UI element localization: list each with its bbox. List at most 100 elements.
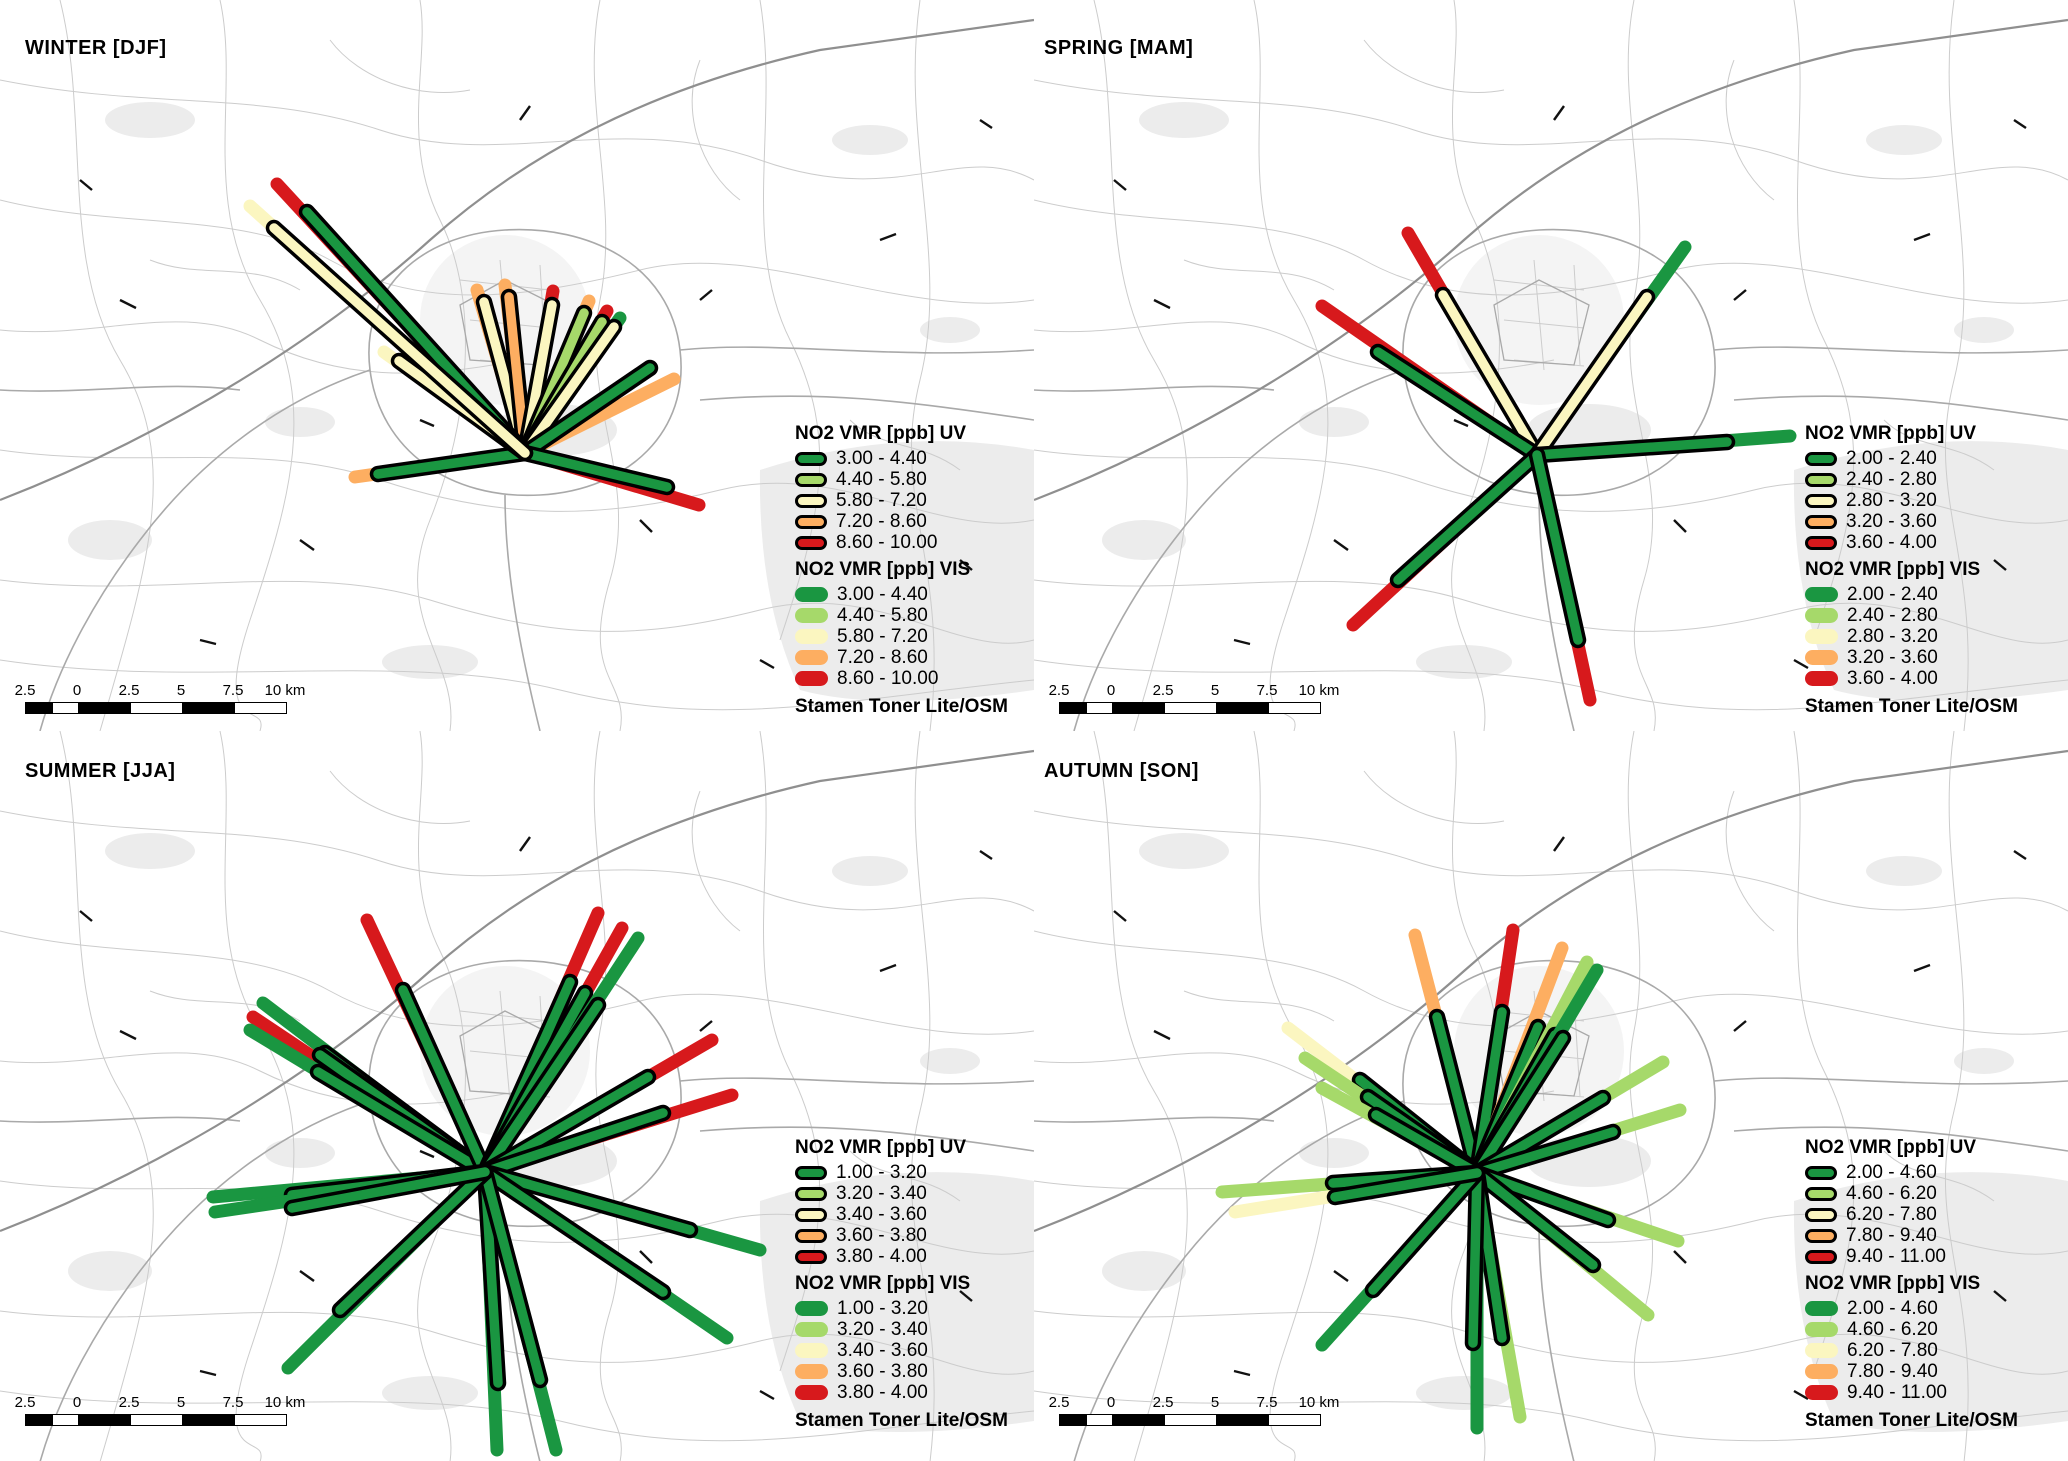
spoke-uv-segment (480, 1167, 695, 1235)
scale-label: 0 (1106, 1394, 1116, 1411)
spoke-uv-segment (1532, 450, 1583, 645)
legend-range-label: 3.80 - 4.00 (837, 1382, 928, 1403)
legend-color-swatch (1805, 629, 1838, 644)
legend-uv-title: NO2 VMR [ppb] UV (795, 1137, 966, 1158)
legend-entry: 5.80 - 7.20 (795, 626, 1034, 647)
panel-spring: SPRING [MAM] NO2 VMR [ppb] UV 2.00 - 2.4… (1034, 0, 2068, 731)
legend-color-swatch (795, 1343, 828, 1358)
legend-color-swatch (795, 535, 827, 550)
legend-uv-rows: 2.00 - 2.40 2.40 - 2.80 2.80 - 3.20 3.20 - … (1805, 448, 2045, 553)
legend-uv-title: NO2 VMR [ppb] UV (1805, 423, 1976, 444)
legend-entry: 9.40 - 11.00 (1805, 1246, 2045, 1267)
legend-range-label: 2.00 - 2.40 (1847, 584, 1938, 605)
legend-range-label: 3.20 - 3.60 (1846, 511, 1937, 532)
legend-color-swatch (1805, 587, 1838, 602)
legend-vis-rows: 2.00 - 2.40 2.40 - 2.80 2.80 - 3.20 3.20 - … (1805, 584, 2045, 689)
legend-entry: 5.80 - 7.20 (795, 490, 1034, 511)
legend-entry: 7.20 - 8.60 (795, 647, 1034, 668)
scale-segment (78, 703, 130, 713)
legend-uv-title: NO2 VMR [ppb] UV (1805, 1137, 1976, 1158)
legend-range-label: 3.20 - 3.40 (837, 1319, 928, 1340)
legend-color-swatch (795, 1364, 828, 1379)
panel-title: SUMMER [JJA] (25, 759, 176, 782)
scale-label: 2.5 (118, 682, 140, 699)
legend-entry: 8.60 - 10.00 (795, 532, 1034, 553)
spoke-uv-segment (1373, 347, 1542, 460)
legend-range-label: 8.60 - 10.00 (837, 668, 939, 689)
panel-winter: WINTER [DJF] NO2 VMR [ppb] UV 3.00 - 4.4… (0, 0, 1034, 731)
legend-vis-title: NO2 VMR [ppb] VIS (1805, 559, 1981, 580)
legend-color-swatch (795, 608, 828, 623)
legend-range-label: 7.20 - 8.60 (836, 511, 927, 532)
spoke-uv-segment (1472, 1033, 1568, 1178)
legend-range-label: 7.80 - 9.40 (1846, 1225, 1937, 1246)
legend-range-label: 4.60 - 6.20 (1846, 1183, 1937, 1204)
legend-range-label: 3.40 - 3.60 (837, 1340, 928, 1361)
scale-segment (130, 703, 182, 713)
legend-range-label: 3.60 - 4.00 (1846, 532, 1937, 553)
legend-entry: 2.00 - 4.60 (1805, 1162, 2045, 1183)
scale-segment (1060, 1415, 1086, 1425)
legend-color-swatch (795, 671, 828, 686)
scale-segment (51, 703, 78, 713)
legend-range-label: 4.40 - 5.80 (836, 469, 927, 490)
spoke-uv-segment (1472, 1127, 1618, 1178)
scale-label: 2.5 (1152, 1394, 1174, 1411)
legend-entry: 3.40 - 3.60 (795, 1340, 1034, 1361)
scale-segment (234, 1415, 286, 1425)
legend-color-swatch (795, 472, 827, 487)
legend-color-swatch (795, 493, 827, 508)
scale-label: 7.5 (1256, 682, 1278, 699)
legend-entry: 4.60 - 6.20 (1805, 1319, 2045, 1340)
spoke-uv-segment (1432, 1012, 1482, 1178)
scale-bar-labels: 2.5 0 2.5 5 7.5 10 km (15, 1394, 325, 1411)
scale-label: 2.5 (1048, 1394, 1070, 1411)
legend-range-label: 3.60 - 3.80 (837, 1361, 928, 1382)
legend-color-swatch (795, 1322, 828, 1337)
legend: NO2 VMR [ppb] UV 2.00 - 4.60 4.60 - 6.20 6… (1805, 1138, 2045, 1430)
spoke-uv-segment (398, 985, 490, 1177)
scale-label: 2.5 (118, 1394, 140, 1411)
panel-autumn: AUTUMN [SON] NO2 VMR [ppb] UV 2.00 - 4.6… (1034, 731, 2068, 1461)
legend-range-label: 3.80 - 4.00 (836, 1246, 927, 1267)
map-attribution: Stamen Toner Lite/OSM (1805, 696, 2018, 717)
scale-label: 7.5 (222, 682, 244, 699)
scale-segment (234, 703, 286, 713)
legend-entry: 2.80 - 3.20 (1805, 490, 2045, 511)
panel-summer: SUMMER [JJA] NO2 VMR [ppb] UV 1.00 - 3.2… (0, 731, 1034, 1461)
spoke-uv-segment (1330, 1168, 1482, 1202)
spoke-uv-segment (520, 363, 655, 458)
spoke-uv-segment (1472, 1168, 1598, 1270)
legend-entry: 3.80 - 4.00 (795, 1246, 1034, 1267)
spoke-uv-segment (520, 448, 672, 492)
legend-color-swatch (795, 451, 827, 466)
panel-title: SPRING [MAM] (1044, 36, 1194, 59)
scale-label: 7.5 (1256, 1394, 1278, 1411)
legend-color-swatch (795, 587, 828, 602)
scale-bar: 2.5 0 2.5 5 7.5 10 km (1049, 682, 1359, 714)
scale-segment (1085, 703, 1112, 713)
scale-segment (130, 1415, 182, 1425)
panel-title: AUTUMN [SON] (1044, 759, 1199, 782)
spoke-uv-segment (1393, 450, 1542, 585)
legend-range-label: 3.20 - 3.40 (836, 1183, 927, 1204)
legend-entry: 4.60 - 6.20 (1805, 1183, 2045, 1204)
legend-entry: 3.60 - 3.80 (795, 1225, 1034, 1246)
spoke-uv-segment (1468, 1168, 1482, 1348)
legend-entry: 9.40 - 11.00 (1805, 1382, 2045, 1403)
legend-range-label: 3.20 - 3.60 (1847, 647, 1938, 668)
legend-entry: 3.60 - 3.80 (795, 1361, 1034, 1382)
legend-entry: 3.20 - 3.60 (1805, 511, 2045, 532)
scale-segment (78, 1415, 130, 1425)
spokes-layer (1215, 923, 1687, 1435)
legend-color-swatch (795, 514, 827, 529)
legend-entry: 2.40 - 2.80 (1805, 469, 2045, 490)
legend-color-swatch (1805, 1228, 1837, 1243)
legend: NO2 VMR [ppb] UV 3.00 - 4.40 4.40 - 5.80 5… (795, 424, 1034, 716)
scale-segment (1112, 703, 1164, 713)
legend-range-label: 3.40 - 3.60 (836, 1204, 927, 1225)
legend-color-swatch (795, 1228, 827, 1243)
legend-entry: 3.60 - 4.00 (1805, 532, 2045, 553)
legend-entry: 2.00 - 4.60 (1805, 1298, 2045, 1319)
